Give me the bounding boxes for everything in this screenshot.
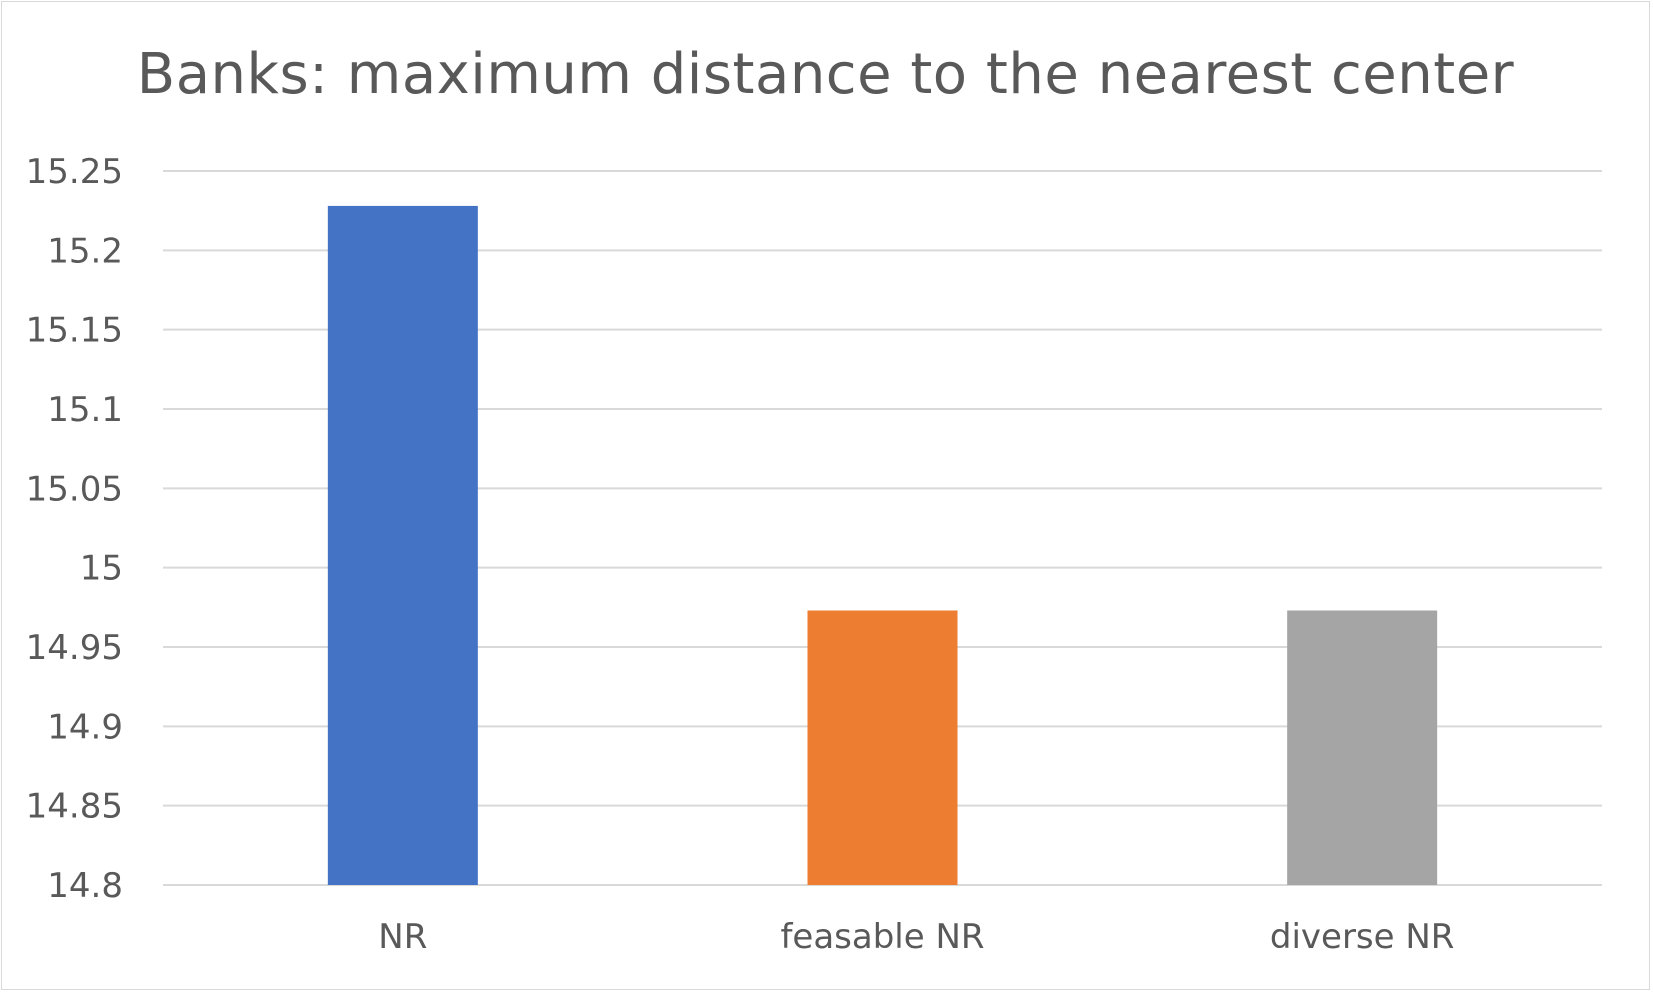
y-tick-label: 14.9 xyxy=(47,707,123,747)
bar-nr xyxy=(327,205,478,885)
y-tick-label: 15.25 xyxy=(26,152,123,192)
y-tick-label: 15.15 xyxy=(26,311,123,351)
y-axis-tick-labels: 14.8 14.85 14.9 14.95 15 15.05 15.1 15.15 15.2 15… xyxy=(26,152,123,906)
chart-title: Banks: maximum distance to the nearest c… xyxy=(136,42,1515,107)
y-tick-label: 14.95 xyxy=(26,628,123,668)
bar-feasable-nr xyxy=(807,610,958,885)
bar-diverse-nr xyxy=(1287,610,1438,885)
y-tick-label: 15 xyxy=(80,549,123,589)
bars xyxy=(327,205,1438,885)
y-tick-label: 15.2 xyxy=(47,231,123,271)
y-tick-label: 15.1 xyxy=(47,390,123,430)
x-category-label: NR xyxy=(378,917,427,957)
y-tick-label: 15.05 xyxy=(26,469,123,509)
y-tick-label: 14.85 xyxy=(26,787,123,827)
x-axis-category-labels: NR feasable NR diverse NR xyxy=(378,917,1454,957)
x-category-label: feasable NR xyxy=(780,917,984,957)
x-category-label: diverse NR xyxy=(1270,917,1455,957)
y-tick-label: 14.8 xyxy=(47,866,123,906)
